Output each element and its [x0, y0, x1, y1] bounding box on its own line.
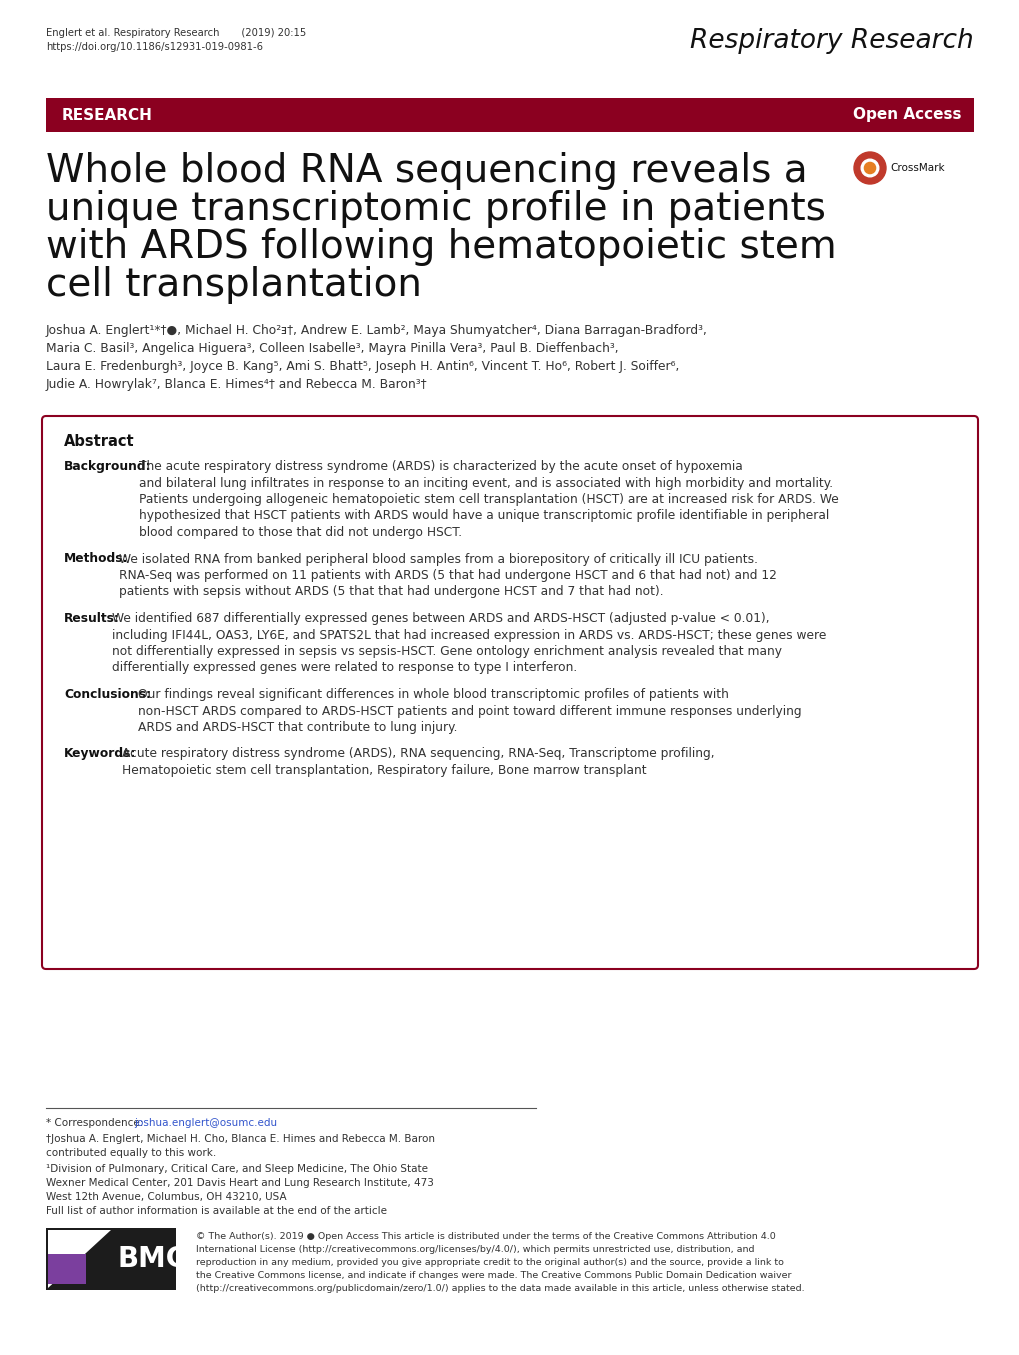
Text: ¹Division of Pulmonary, Critical Care, and Sleep Medicine, The Ohio State: ¹Division of Pulmonary, Critical Care, a…	[46, 1164, 428, 1173]
Text: RNA-Seq was performed on 11 patients with ARDS (5 that had undergone HSCT and 6 : RNA-Seq was performed on 11 patients wit…	[119, 569, 776, 583]
Text: Judie A. Howrylak⁷, Blanca E. Himes⁴† and Rebecca M. Baron³†: Judie A. Howrylak⁷, Blanca E. Himes⁴† an…	[46, 378, 427, 392]
Text: Hematopoietic stem cell transplantation, Respiratory failure, Bone marrow transp: Hematopoietic stem cell transplantation,…	[122, 764, 646, 776]
Text: Abstract: Abstract	[64, 434, 135, 449]
Text: (http://creativecommons.org/publicdomain/zero/1.0/) applies to the data made ava: (http://creativecommons.org/publicdomain…	[196, 1285, 804, 1293]
Text: Methods:: Methods:	[64, 553, 128, 565]
Text: including IFI44L, OAS3, LY6E, and SPATS2L that had increased expression in ARDS : including IFI44L, OAS3, LY6E, and SPATS2…	[112, 629, 825, 641]
Text: Conclusions:: Conclusions:	[64, 688, 151, 701]
Bar	[48, 1253, 86, 1285]
Text: †Joshua A. Englert, Michael H. Cho, Blanca E. Himes and Rebecca M. Baron: †Joshua A. Englert, Michael H. Cho, Blan…	[46, 1134, 434, 1144]
Text: Keywords:: Keywords:	[64, 748, 137, 760]
Text: The acute respiratory distress syndrome (ARDS) is characterized by the acute ons: The acute respiratory distress syndrome …	[139, 459, 742, 473]
Text: Maria C. Basil³, Angelica Higuera³, Colleen Isabelle³, Mayra Pinilla Vera³, Paul: Maria C. Basil³, Angelica Higuera³, Coll…	[46, 341, 618, 355]
Bar	[46, 1228, 176, 1290]
Text: BMC: BMC	[118, 1245, 186, 1272]
Text: Results:: Results:	[64, 612, 120, 625]
Text: Full list of author information is available at the end of the article: Full list of author information is avail…	[46, 1206, 386, 1215]
Text: Wexner Medical Center, 201 Davis Heart and Lung Research Institute, 473: Wexner Medical Center, 201 Davis Heart a…	[46, 1177, 433, 1188]
Text: cell transplantation: cell transplantation	[46, 266, 422, 304]
Text: and bilateral lung infiltrates in response to an inciting event, and is associat: and bilateral lung infiltrates in respon…	[139, 477, 833, 489]
Text: hypothesized that HSCT patients with ARDS would have a unique transcriptomic pro: hypothesized that HSCT patients with ARD…	[139, 509, 828, 523]
Text: © The Author(s). 2019 ● Open Access This article is distributed under the terms : © The Author(s). 2019 ● Open Access This…	[196, 1232, 775, 1241]
Text: Joshua A. Englert¹*†●, Michael H. Cho²ⱻ†, Andrew E. Lamb², Maya Shumyatcher⁴, Di: Joshua A. Englert¹*†●, Michael H. Cho²ⱻ†…	[46, 324, 707, 337]
Text: Open Access: Open Access	[853, 107, 961, 122]
Text: International License (http://creativecommons.org/licenses/by/4.0/), which permi: International License (http://creativeco…	[196, 1245, 754, 1253]
Text: Our findings reveal significant differences in whole blood transcriptomic profil: Our findings reveal significant differen…	[138, 688, 729, 701]
Text: * Correspondence:: * Correspondence:	[46, 1118, 147, 1127]
Text: Englert et al. Respiratory Research       (2019) 20:15: Englert et al. Respiratory Research (201…	[46, 28, 306, 38]
Text: Whole blood RNA sequencing reveals a: Whole blood RNA sequencing reveals a	[46, 152, 807, 190]
Circle shape	[853, 152, 886, 184]
Text: contributed equally to this work.: contributed equally to this work.	[46, 1148, 216, 1159]
Text: blood compared to those that did not undergo HSCT.: blood compared to those that did not und…	[139, 526, 462, 539]
Text: non-HSCT ARDS compared to ARDS-HSCT patients and point toward different immune r: non-HSCT ARDS compared to ARDS-HSCT pati…	[138, 705, 801, 718]
Circle shape	[860, 159, 878, 176]
Text: Acute respiratory distress syndrome (ARDS), RNA sequencing, RNA-Seq, Transcripto: Acute respiratory distress syndrome (ARD…	[122, 748, 714, 760]
Text: Background:: Background:	[64, 459, 152, 473]
Text: Respiratory Research: Respiratory Research	[690, 28, 973, 54]
Text: We identified 687 differentially expressed genes between ARDS and ARDS-HSCT (adj: We identified 687 differentially express…	[112, 612, 769, 625]
Circle shape	[863, 163, 874, 173]
FancyBboxPatch shape	[42, 416, 977, 969]
Text: differentially expressed genes were related to response to type I interferon.: differentially expressed genes were rela…	[112, 661, 577, 675]
Text: Patients undergoing allogeneic hematopoietic stem cell transplantation (HSCT) ar: Patients undergoing allogeneic hematopoi…	[139, 493, 838, 505]
Text: unique transcriptomic profile in patients: unique transcriptomic profile in patient…	[46, 190, 825, 228]
Text: RESEARCH: RESEARCH	[62, 107, 153, 122]
Text: West 12th Avenue, Columbus, OH 43210, USA: West 12th Avenue, Columbus, OH 43210, US…	[46, 1192, 286, 1202]
Text: not differentially expressed in sepsis vs sepsis-HSCT. Gene ontology enrichment : not differentially expressed in sepsis v…	[112, 645, 782, 659]
Bar	[46, 98, 973, 131]
Text: reproduction in any medium, provided you give appropriate credit to the original: reproduction in any medium, provided you…	[196, 1257, 784, 1267]
Text: We isolated RNA from banked peripheral blood samples from a biorepository of cri: We isolated RNA from banked peripheral b…	[119, 553, 757, 565]
Text: joshua.englert@osumc.edu: joshua.englert@osumc.edu	[133, 1118, 277, 1127]
Text: with ARDS following hematopoietic stem: with ARDS following hematopoietic stem	[46, 228, 836, 266]
Polygon shape	[48, 1230, 111, 1289]
Text: the Creative Commons license, and indicate if changes were made. The Creative Co: the Creative Commons license, and indica…	[196, 1271, 791, 1280]
Text: ARDS and ARDS-HSCT that contribute to lung injury.: ARDS and ARDS-HSCT that contribute to lu…	[138, 721, 458, 734]
Text: CrossMark: CrossMark	[890, 163, 944, 173]
Text: Laura E. Fredenburgh³, Joyce B. Kang⁵, Ami S. Bhatt⁵, Joseph H. Antin⁶, Vincent : Laura E. Fredenburgh³, Joyce B. Kang⁵, A…	[46, 360, 679, 373]
Text: patients with sepsis without ARDS (5 that that had undergone HCST and 7 that had: patients with sepsis without ARDS (5 tha…	[119, 585, 663, 599]
Text: https://doi.org/10.1186/s12931-019-0981-6: https://doi.org/10.1186/s12931-019-0981-…	[46, 42, 263, 51]
